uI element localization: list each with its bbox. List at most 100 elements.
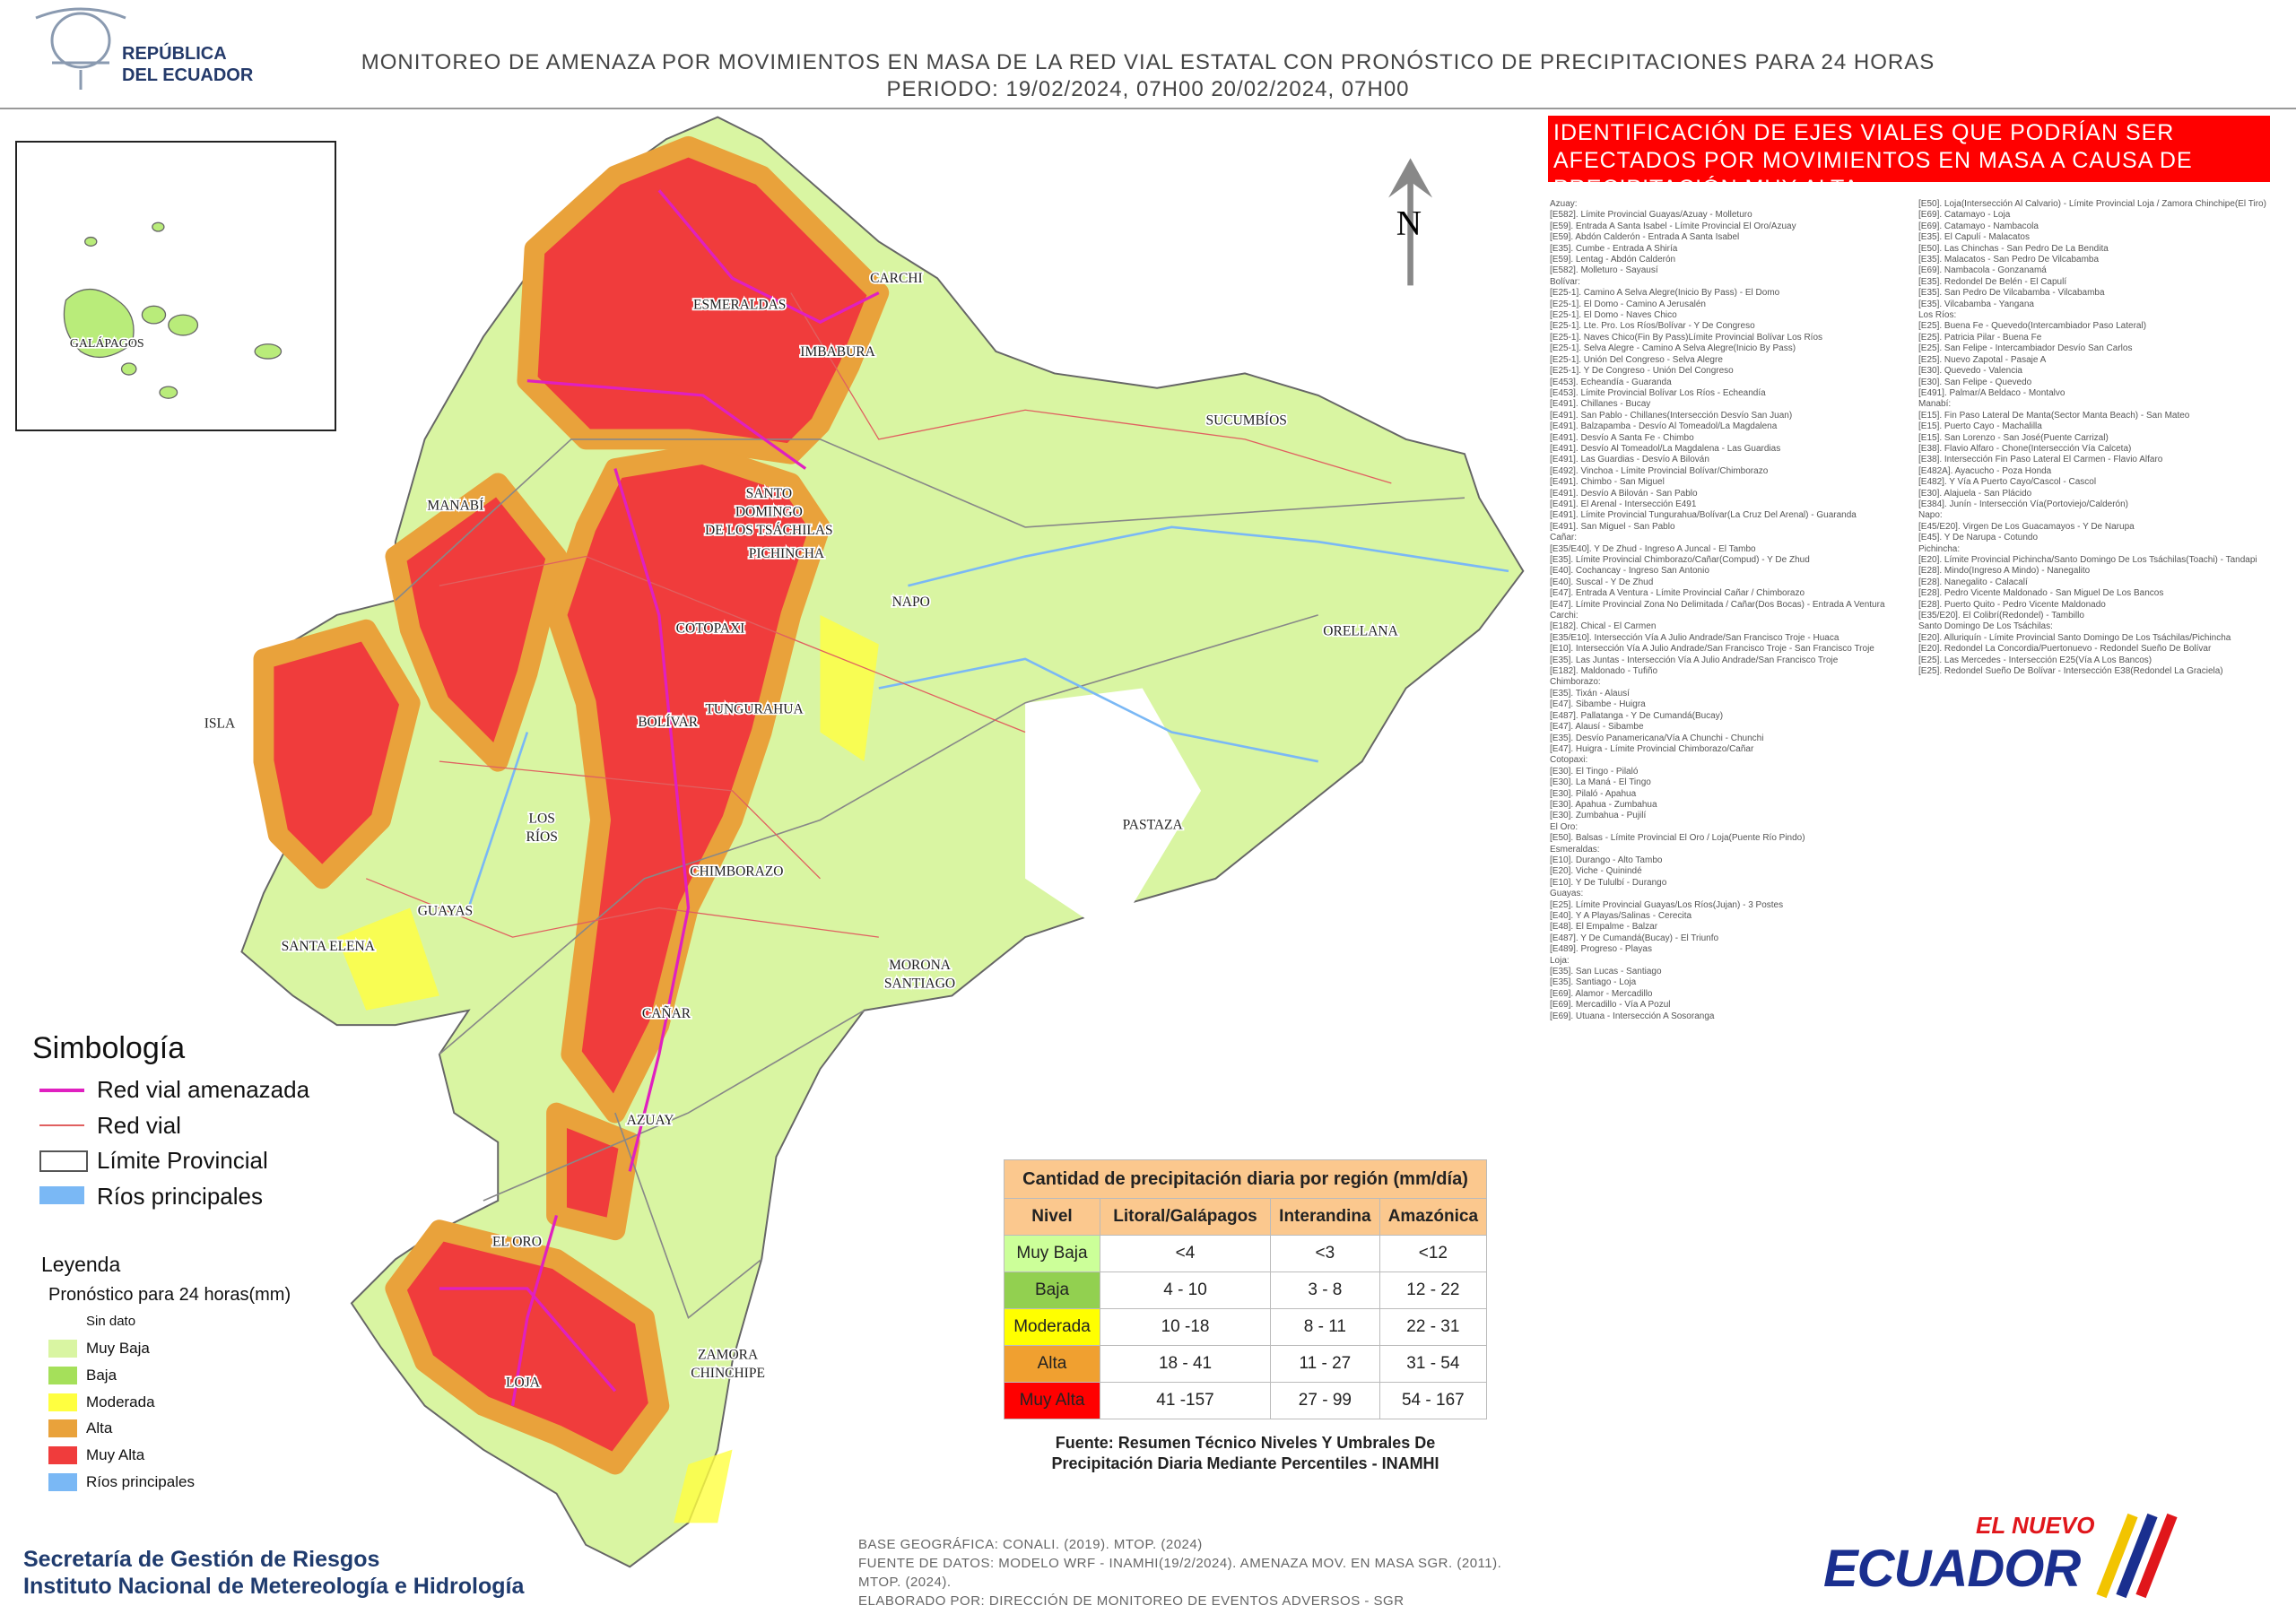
province-label: ORELLANA [1323, 624, 1398, 639]
organizations: Secretaría de Gestión de Riesgos Institu… [23, 1546, 524, 1600]
road-entry: [E582]. Molleturo - Sayausí [1550, 265, 1658, 276]
road-entry: Loja: [1550, 955, 1570, 966]
threshold-cell: 31 - 54 [1378, 1345, 1488, 1383]
road-entry: [E20]. Límite Provincial Pichincha/Santo… [1918, 555, 2257, 565]
province-label: AZUAY [627, 1113, 674, 1128]
road-entry: [E47]. Entrada A Ventura - Límite Provin… [1550, 588, 1805, 599]
threshold-cell: 8 - 11 [1270, 1308, 1380, 1346]
road-entry: [E25-1]. Lte. Pro. Los Ríos/Bolívar - Y … [1550, 321, 1755, 332]
period: PERIODO: 19/02/2024, 07H00 20/02/2024, 0… [886, 77, 1410, 101]
road-entry: [E491]. Desvío A Bilován - San Pablo [1550, 488, 1698, 499]
road-entry: [E491]. Desvío Al Tomeadol/La Magdalena … [1550, 443, 1781, 454]
symbol-swatch [39, 1185, 84, 1204]
org: Instituto Nacional de Metereología e Hid… [23, 1574, 525, 1599]
province-label: NAPO [892, 595, 930, 610]
roads-column: [E50]. Loja(Intersección Al Calvario) - … [1918, 199, 2282, 677]
legend-label: Alta [86, 1419, 113, 1437]
road-entry: [E30]. El Tingo - Pilaló [1550, 766, 1639, 777]
road-entry: [E491]. Balzapamba - Desvío Al Tomeadol/… [1550, 421, 1778, 432]
province-label: CHINCHIPE [691, 1366, 765, 1381]
legend-swatch [48, 1340, 77, 1358]
road-entry: [E35]. Vilcabamba - Yangana [1918, 299, 2034, 309]
road-entry: [E35/E10]. Intersección Vía A Julio Andr… [1550, 632, 1839, 643]
legend-swatch [48, 1366, 77, 1384]
road-entry: [E30]. San Felipe - Quevedo [1918, 377, 2032, 387]
road-entry: [E69]. Alamor - Mercadillo [1550, 988, 1653, 999]
road-entry: Cañar: [1550, 533, 1578, 543]
level-cell: Moderada [1004, 1308, 1100, 1346]
road-entry: [E30]. Zumbahua - Pujilí [1550, 811, 1647, 821]
province-label: EL ORO [492, 1235, 542, 1250]
province-label: BOLÍVAR [638, 715, 699, 730]
road-entry: [E47]. Huigra - Límite Provincial Chimbo… [1550, 743, 1754, 754]
road-entry: [E487]. Pallatanga - Y De Cumandá(Bucay) [1550, 710, 1724, 721]
road-entry: [E491]. El Arenal - Intersección E491 [1550, 499, 1697, 509]
province-label: TUNGURAHUA [705, 701, 804, 716]
road-entry: [E35]. Santiago - Loja [1550, 977, 1637, 988]
road-entry: [E25-1]. Naves Chico(Fin By Pass)Límite … [1550, 332, 1822, 343]
moderate-zones [336, 614, 879, 1523]
country-name: REPÚBLICA DEL ECUADOR [122, 43, 253, 86]
road-entry: [E20]. Redondel La Concordia/Puertonuevo… [1918, 644, 2212, 655]
road-entry: [E384]. Junín - Intersección Vía(Portovi… [1918, 499, 2129, 509]
road-entry: [E25]. Las Mercedes - Intersección E25(V… [1918, 655, 2152, 665]
road-entry: [E28]. Puerto Quito - Pedro Vicente Mald… [1918, 599, 2106, 610]
road-entry: [E35/E20]. El Colibrí(Redondel) - Tambil… [1918, 611, 2084, 621]
symbol-label: Red vial amenazada [97, 1076, 310, 1103]
table-row: Moderada 10 -18 8 - 11 22 - 31 [1004, 1308, 1488, 1346]
road-entry: [E20]. Alluriquín - Límite Provincial Sa… [1918, 632, 2231, 643]
road-entry: [E453]. Límite Provincial Bolívar Los Rí… [1550, 387, 1766, 398]
inset-frame [15, 141, 336, 431]
province-label: CAÑAR [642, 1006, 691, 1021]
table-row: Alta 18 - 41 11 - 27 31 - 54 [1004, 1345, 1488, 1383]
province-label: ESMERALDAS [693, 298, 786, 313]
logo-top: EL NUEVO [1976, 1512, 2095, 1539]
legend-label: Muy Alta [86, 1446, 145, 1464]
level-cell: Muy Baja [1004, 1235, 1100, 1272]
road-entry: [E69]. Catamayo - Nambacola [1918, 221, 2039, 231]
province-label: ISLA [204, 716, 236, 732]
threatened-roads [439, 189, 880, 1406]
threshold-table: Cantidad de precipitación diaria por reg… [1004, 1159, 1488, 1419]
road-entry: [E45/E20]. Virgen De Los Guacamayos - Y … [1918, 521, 2135, 532]
roads-title: IDENTIFICACIÓN DE EJES VIALES QUE PODRÍA… [1548, 116, 2270, 201]
legend-swatch [48, 1473, 77, 1491]
road-entry: [E487]. Y De Cumandá(Bucay) - El Triunfo [1550, 933, 1719, 943]
road-entry: [E25]. Límite Provincial Guayas/Los Ríos… [1550, 899, 1784, 910]
mainland: N GALÁPAGOS CARCHI ESMERALDAS IMBABURA SUCU… [68, 116, 1525, 1568]
road-entry: [E35]. San Lucas - Santiago [1550, 967, 1662, 977]
legend-label: Baja [86, 1366, 117, 1384]
road-entry: [E35]. Redondel De Belén - El Capulí [1918, 276, 2067, 287]
threshold-cell: <12 [1378, 1235, 1488, 1272]
road-entry: [E182]. Maldonado - Tufiño [1550, 666, 1658, 677]
province-label: IMBABURA [800, 344, 875, 360]
province-label: DOMINGO [735, 505, 803, 520]
road-entry: [E491]. Palmar/A Beldaco - Montalvo [1918, 387, 2066, 398]
road-entry: [E35]. Desvío Panamericana/Vía A Chunchi… [1550, 733, 1764, 743]
road-entry: [E47]. Límite Provincial Zona No Delimit… [1550, 599, 1885, 610]
threshold-cell: 10 -18 [1099, 1308, 1272, 1346]
province-label: PASTAZA [1123, 817, 1184, 832]
road-entry: [E15]. Fin Paso Lateral De Manta(Sector … [1918, 410, 2190, 421]
road-entry: [E50]. Las Chinchas - San Pedro De La Be… [1918, 243, 2109, 254]
road-entry: [E25-1]. Selva Alegre - Camino A Selva A… [1550, 343, 1796, 354]
road-entry: Manabí: [1918, 399, 1952, 410]
road-entry: Carchi: [1550, 611, 1578, 621]
org: Secretaría de Gestión de Riesgos [23, 1547, 380, 1572]
road-entry: [E25]. San Felipe - Intercambiador Desví… [1918, 343, 2133, 354]
road-entry: [E45]. Y De Narupa - Cotundo [1918, 533, 2039, 543]
note-line: BASE GEOGRÁFICA: CONALI. (2019). MTOP. (… [858, 1537, 1203, 1552]
symbol-label: Límite Provincial [97, 1147, 268, 1174]
roads-column: Azuay: [E582]. Límite Provincial Guayas/A… [1550, 199, 1913, 1022]
source-line: Fuente: Resumen Técnico Niveles Y Umbral… [1055, 1434, 1436, 1452]
inset-islands [63, 221, 283, 399]
road-entry: [E25-1]. Unión Del Congreso - Selva Aleg… [1550, 354, 1723, 365]
road-entry: [E59]. Abdón Calderón - Entrada A Santa … [1550, 232, 1740, 243]
emblem [35, 7, 126, 90]
road-entry: Pichincha: [1918, 543, 1961, 554]
road-entry: [E35]. Tixán - Alausí [1550, 688, 1630, 699]
road-entry: [E50]. Loja(Intersección Al Calvario) - … [1918, 199, 2266, 209]
road-entry: [E28]. Pedro Vicente Maldonado - San Mig… [1918, 588, 2164, 599]
legend-swatch [48, 1393, 77, 1411]
note-line: MTOP. (2024). [858, 1575, 952, 1590]
